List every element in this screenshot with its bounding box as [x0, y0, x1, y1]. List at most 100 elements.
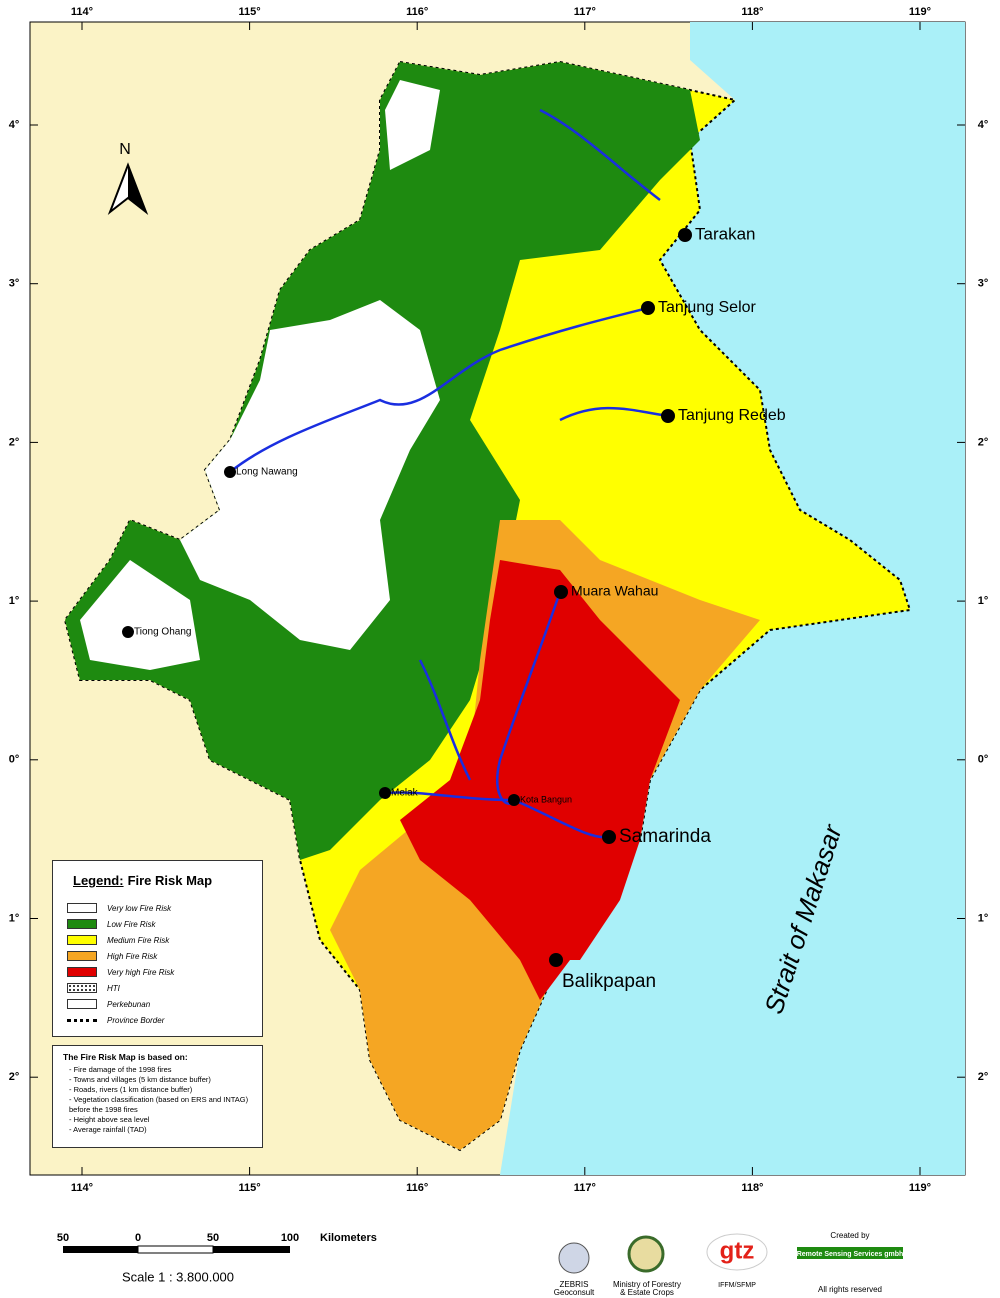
legend-title: Legend: Fire Risk Map [73, 873, 248, 888]
gtz-logo: gtz [720, 1237, 755, 1264]
legend-label: HTI [107, 983, 120, 993]
legend-item: Very low Fire Risk [67, 900, 248, 916]
place-marker [508, 794, 520, 806]
legend-title-text: Fire Risk Map [127, 873, 213, 888]
place-marker [641, 301, 655, 315]
legend-label: High Fire Risk [107, 951, 158, 961]
legend-swatch [67, 903, 97, 913]
latitude-label: 0° [9, 754, 20, 766]
place-label: Kota Bangun [520, 794, 572, 804]
scale-tick: 100 [281, 1232, 299, 1244]
place-label: Tiong Ohang [134, 627, 191, 638]
scale-tick: 50 [207, 1232, 219, 1244]
longitude-label: 116° [406, 1182, 428, 1194]
longitude-label: 114° [71, 6, 93, 18]
north-label: N [119, 141, 131, 158]
very-low-risk-zone [385, 80, 440, 170]
latitude-label: 1° [978, 912, 989, 924]
place-marker [122, 626, 134, 638]
legend-item: Low Fire Risk [67, 916, 248, 932]
latitude-label: 4° [978, 119, 989, 131]
north-arrow: N [107, 141, 149, 215]
longitude-label: 118° [741, 1182, 763, 1194]
legend-item: HTI [67, 980, 248, 996]
legend-swatch [67, 935, 97, 945]
credit: Geoconsult [554, 1288, 595, 1297]
place-label: Long Nawang [236, 467, 298, 478]
place-label: Balikpapan [562, 971, 656, 992]
legend-item: Very high Fire Risk [67, 964, 248, 980]
legend-label: Province Border [107, 1015, 165, 1025]
legend-swatch [67, 1018, 97, 1022]
place-label: Tanjung Selor [658, 299, 757, 316]
notes-title: The Fire Risk Map is based on: [63, 1052, 188, 1062]
legend-item: Province Border [67, 1012, 248, 1028]
scale-bar [63, 1245, 290, 1254]
legend-swatch [67, 919, 97, 929]
note-item: - Fire damage of the 1998 fires [69, 1065, 172, 1074]
place-marker [549, 953, 563, 967]
place-marker [379, 787, 391, 799]
credit: All rights reserved [818, 1285, 882, 1294]
longitude-label: 115° [239, 1182, 261, 1194]
latitude-label: 4° [9, 119, 20, 131]
longitude-label: 118° [741, 6, 763, 18]
note-item: - Average rainfall (TAD) [69, 1125, 147, 1134]
latitude-label: 3° [978, 278, 989, 290]
scale-unit: Kilometers [320, 1232, 377, 1244]
longitude-label: 117° [574, 1182, 596, 1194]
notes: The Fire Risk Map is based on: - Fire da… [52, 1045, 263, 1148]
notes-items: - Fire damage of the 1998 fires - Towns a… [63, 1065, 252, 1135]
note-item: - Vegetation classification (based on ER… [69, 1095, 249, 1114]
latitude-label: 2° [9, 436, 20, 448]
legend-item: Medium Fire Risk [67, 932, 248, 948]
place-marker [661, 409, 675, 423]
longitude-label: 116° [406, 6, 428, 18]
legend-label: Medium Fire Risk [107, 935, 170, 945]
latitude-label: 1° [9, 912, 20, 924]
place-label: Muara Wahau [571, 583, 658, 599]
legend-title-prefix: Legend: [73, 873, 124, 888]
legend-item: Perkebunan [67, 996, 248, 1012]
latitude-label: 1° [9, 595, 20, 607]
longitude-label: 115° [239, 6, 261, 18]
very-high-risk-zone [555, 840, 640, 960]
place-marker [678, 228, 692, 242]
legend-swatch [67, 999, 97, 1009]
place-marker [224, 466, 236, 478]
credit: Ministry of Forestry [613, 1280, 681, 1289]
legend-swatch [67, 983, 97, 993]
credit: IFFM/SFMP [718, 1282, 756, 1289]
legend: Legend: Fire Risk Map Very low Fire Risk L… [52, 860, 263, 1037]
credit: Created by [830, 1231, 869, 1240]
longitude-label: 119° [909, 1182, 931, 1194]
latitude-label: 1° [978, 595, 989, 607]
logos [558, 1233, 903, 1274]
note-item: - Towns and villages (5 km distance buff… [69, 1075, 211, 1084]
legend-item: High Fire Risk [67, 948, 248, 964]
credit: & Estate Crops [620, 1288, 674, 1297]
scale-tick: 50 [57, 1232, 69, 1244]
credit: ZEBRIS [560, 1280, 589, 1289]
latitude-label: 2° [9, 1071, 20, 1083]
credit: Remote Sensing Services gmbh [797, 1251, 904, 1258]
latitude-label: 2° [978, 436, 989, 448]
very-low-risk-zone [180, 300, 440, 650]
legend-label: Low Fire Risk [107, 919, 156, 929]
place-label: Tanjung Redeb [678, 407, 786, 424]
latitude-label: 0° [978, 754, 989, 766]
legend-swatch [67, 967, 97, 977]
very-low-risk-zone [80, 560, 200, 670]
legend-label: Very high Fire Risk [107, 967, 175, 977]
longitude-label: 117° [574, 6, 596, 18]
legend-items: Very low Fire Risk Low Fire Risk Medium Fi… [67, 900, 248, 1028]
place-label: Melak [391, 788, 419, 799]
place-marker [602, 830, 616, 844]
longitude-label: 114° [71, 1182, 93, 1194]
place-label: Tarakan [695, 224, 755, 243]
place-marker [554, 585, 568, 599]
very-high-risk-zone [400, 560, 680, 1000]
legend-swatch [67, 951, 97, 961]
